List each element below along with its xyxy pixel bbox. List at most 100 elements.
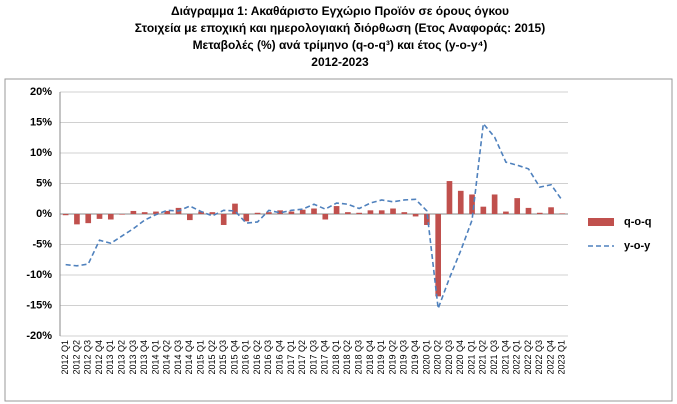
bar	[401, 212, 408, 214]
bar	[74, 214, 80, 225]
bar	[85, 214, 92, 224]
y-tick-label: -20%	[26, 330, 52, 342]
bar	[469, 194, 475, 214]
bar	[266, 212, 272, 214]
bar	[209, 212, 216, 214]
chart-frame	[4, 78, 673, 402]
x-tick-label: 2018 Q2	[342, 340, 352, 375]
bar	[390, 208, 396, 214]
x-tick-label: 2021 Q2	[478, 340, 488, 375]
x-tick-label: 2022 Q3	[534, 340, 544, 375]
y-tick-label: 10%	[30, 147, 52, 159]
bar	[288, 211, 295, 214]
x-tick-label: 2017 Q2	[297, 340, 307, 375]
bar	[536, 212, 543, 214]
x-tick-label: 2015 Q2	[207, 340, 217, 375]
bar	[299, 209, 306, 214]
x-tick-label: 2020 Q1	[421, 340, 431, 375]
x-tick-label: 2017 Q1	[286, 340, 296, 375]
x-tick-label: 2019 Q3	[399, 340, 409, 375]
bar	[153, 211, 159, 214]
bar	[424, 214, 430, 225]
x-tick-label: 2015 Q3	[218, 340, 228, 375]
x-tick-label: 2014 Q1	[150, 340, 160, 375]
x-tick-label: 2014 Q3	[173, 340, 183, 375]
bar	[311, 208, 317, 214]
bar	[62, 214, 69, 216]
x-tick-label: 2018 Q3	[354, 340, 364, 375]
bar	[333, 206, 340, 214]
x-tick-label: 2012 Q4	[94, 340, 104, 375]
x-tick-label: 2020 Q4	[455, 340, 465, 375]
chart-subtitle: Μεταβολές (%) ανά τρίμηνο (q-o-q³) και έ…	[193, 38, 488, 52]
x-tick-label: 2013 Q3	[128, 340, 138, 375]
x-tick-label: 2019 Q1	[376, 340, 386, 375]
y-tick-label: -10%	[26, 269, 52, 281]
bar	[277, 210, 283, 214]
x-tick-label: 2017 Q4	[320, 340, 330, 375]
y-tick-label: 5%	[36, 177, 52, 189]
bar	[119, 214, 125, 215]
legend-label: q-o-q	[624, 216, 651, 228]
x-tick-label: 2015 Q4	[229, 340, 239, 375]
legend-swatch	[588, 218, 614, 226]
x-tick-label: 2021 Q1	[466, 340, 476, 375]
x-tick-label: 2014 Q4	[184, 340, 194, 375]
x-tick-label: 2022 Q2	[523, 340, 533, 375]
x-tick-label: 2019 Q2	[387, 340, 397, 375]
bar	[254, 212, 261, 214]
bar	[130, 210, 137, 214]
bar	[322, 214, 329, 220]
bar	[435, 214, 441, 297]
x-tick-label: 2013 Q1	[105, 340, 115, 375]
x-tick-label: 2013 Q2	[116, 340, 126, 375]
x-tick-label: 2022 Q1	[512, 340, 522, 375]
y-tick-label: 15%	[30, 116, 52, 128]
x-tick-label: 2017 Q3	[308, 340, 318, 375]
x-tick-label: 2016 Q4	[275, 340, 285, 375]
legend-label: y-o-y	[624, 240, 651, 252]
x-tick-label: 2016 Q2	[252, 340, 262, 375]
bar	[243, 214, 250, 222]
bar	[457, 190, 464, 214]
bar	[220, 214, 227, 225]
x-tick-label: 2012 Q1	[60, 340, 70, 375]
bar	[559, 213, 566, 214]
bar	[356, 212, 362, 214]
chart-subtitle: 2012-2023	[311, 55, 369, 69]
bar	[164, 210, 171, 214]
x-tick-label: 2023 Q1	[557, 340, 567, 375]
y-tick-label: -15%	[26, 299, 52, 311]
bar	[96, 214, 103, 219]
bar	[412, 214, 419, 217]
bar	[548, 207, 554, 214]
x-tick-label: 2012 Q3	[83, 340, 93, 375]
bar	[503, 211, 509, 214]
chart-subtitle: Στοιχεία με εποχική και ημερολογιακή διό…	[135, 21, 545, 35]
bar	[232, 203, 238, 214]
x-tick-label: 2019 Q4	[410, 340, 420, 375]
line	[65, 121, 564, 309]
x-tick-label: 2020 Q2	[433, 340, 443, 375]
bar	[480, 206, 487, 214]
bar	[198, 211, 204, 214]
bar	[141, 212, 148, 214]
bar	[367, 210, 374, 214]
bar	[514, 198, 521, 214]
bar	[345, 212, 351, 214]
x-tick-label: 2021 Q4	[500, 340, 510, 375]
y-tick-label: 20%	[30, 86, 52, 98]
y-tick-label: 0%	[36, 208, 52, 220]
x-tick-label: 2021 Q3	[489, 340, 499, 375]
bar	[378, 210, 385, 214]
bar	[446, 181, 453, 214]
x-tick-label: 2016 Q1	[241, 340, 251, 375]
bar	[491, 194, 498, 214]
x-tick-label: 2013 Q4	[139, 340, 149, 375]
x-tick-label: 2015 Q1	[195, 340, 205, 375]
chart-title: Διάγραμμα 1: Ακαθάριστο Εγχώριο Προϊόν σ…	[171, 4, 509, 18]
x-tick-label: 2012 Q2	[71, 340, 81, 375]
x-tick-label: 2018 Q4	[365, 340, 375, 375]
